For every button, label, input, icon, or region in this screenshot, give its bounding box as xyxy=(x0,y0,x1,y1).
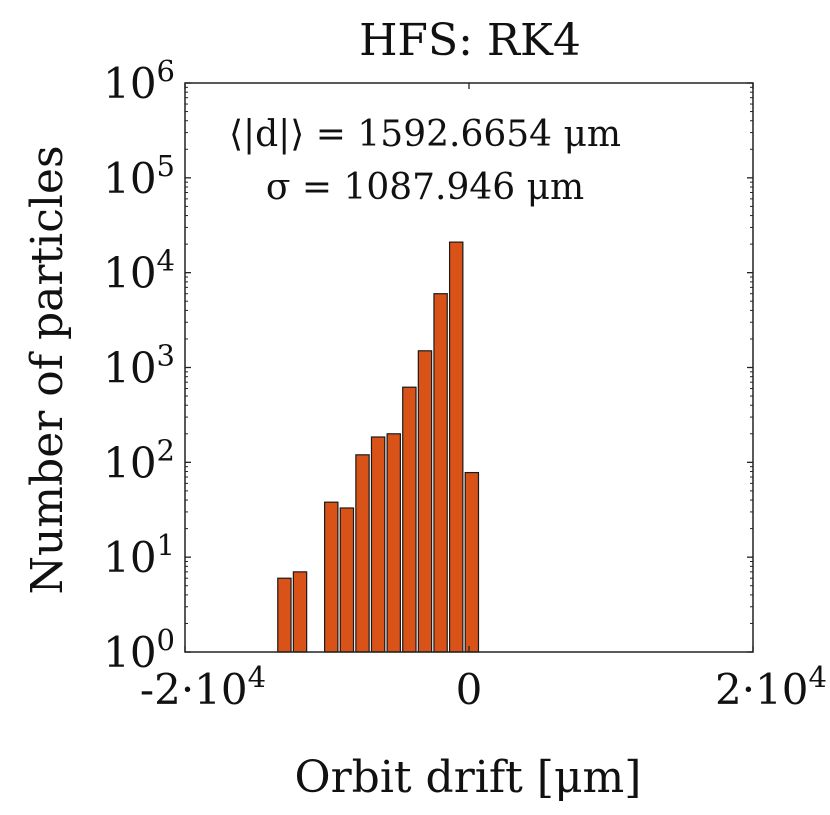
annotation-sigma: σ = 1087.946 μm xyxy=(266,167,584,208)
chart-title: HFS: RK4 xyxy=(359,15,581,66)
x-tick-label: 0 xyxy=(456,665,483,714)
histogram-bar xyxy=(324,501,339,653)
y-tick-label: 105 xyxy=(103,149,175,203)
histogram-bar xyxy=(448,241,464,653)
y-tick-label: 106 xyxy=(103,54,175,108)
y-tick-label: 103 xyxy=(103,339,175,393)
y-tick-label: 102 xyxy=(103,433,175,487)
ticks-group xyxy=(184,82,754,653)
y-tick-label: 100 xyxy=(103,623,175,677)
bars-group xyxy=(277,241,480,653)
histogram-bar xyxy=(339,507,355,653)
histogram-bar xyxy=(417,350,433,653)
histogram-bar xyxy=(433,293,448,653)
x-tick-labels: -2·104 0 2·104 xyxy=(140,660,827,714)
histogram-bar xyxy=(292,571,308,653)
annotation-mean: ⟨|d|⟩ = 1592.6654 μm xyxy=(229,114,621,155)
x-tick-label: -2·104 xyxy=(140,660,266,714)
y-tick-label: 101 xyxy=(103,528,175,582)
histogram-bar xyxy=(355,454,370,653)
x-tick-label: 2·104 xyxy=(715,660,827,714)
x-axis-label: Orbit drift [μm] xyxy=(295,752,642,803)
y-axis-label: Number of particles xyxy=(22,145,73,594)
histogram-bar xyxy=(370,436,386,653)
y-tick-labels: 100 101 102 103 104 105 106 xyxy=(103,54,175,677)
y-tick-label: 104 xyxy=(103,244,175,298)
histogram-bar xyxy=(386,433,401,653)
histogram-bar xyxy=(277,577,292,653)
histogram-bar xyxy=(464,471,480,653)
histogram-bar xyxy=(402,386,417,653)
